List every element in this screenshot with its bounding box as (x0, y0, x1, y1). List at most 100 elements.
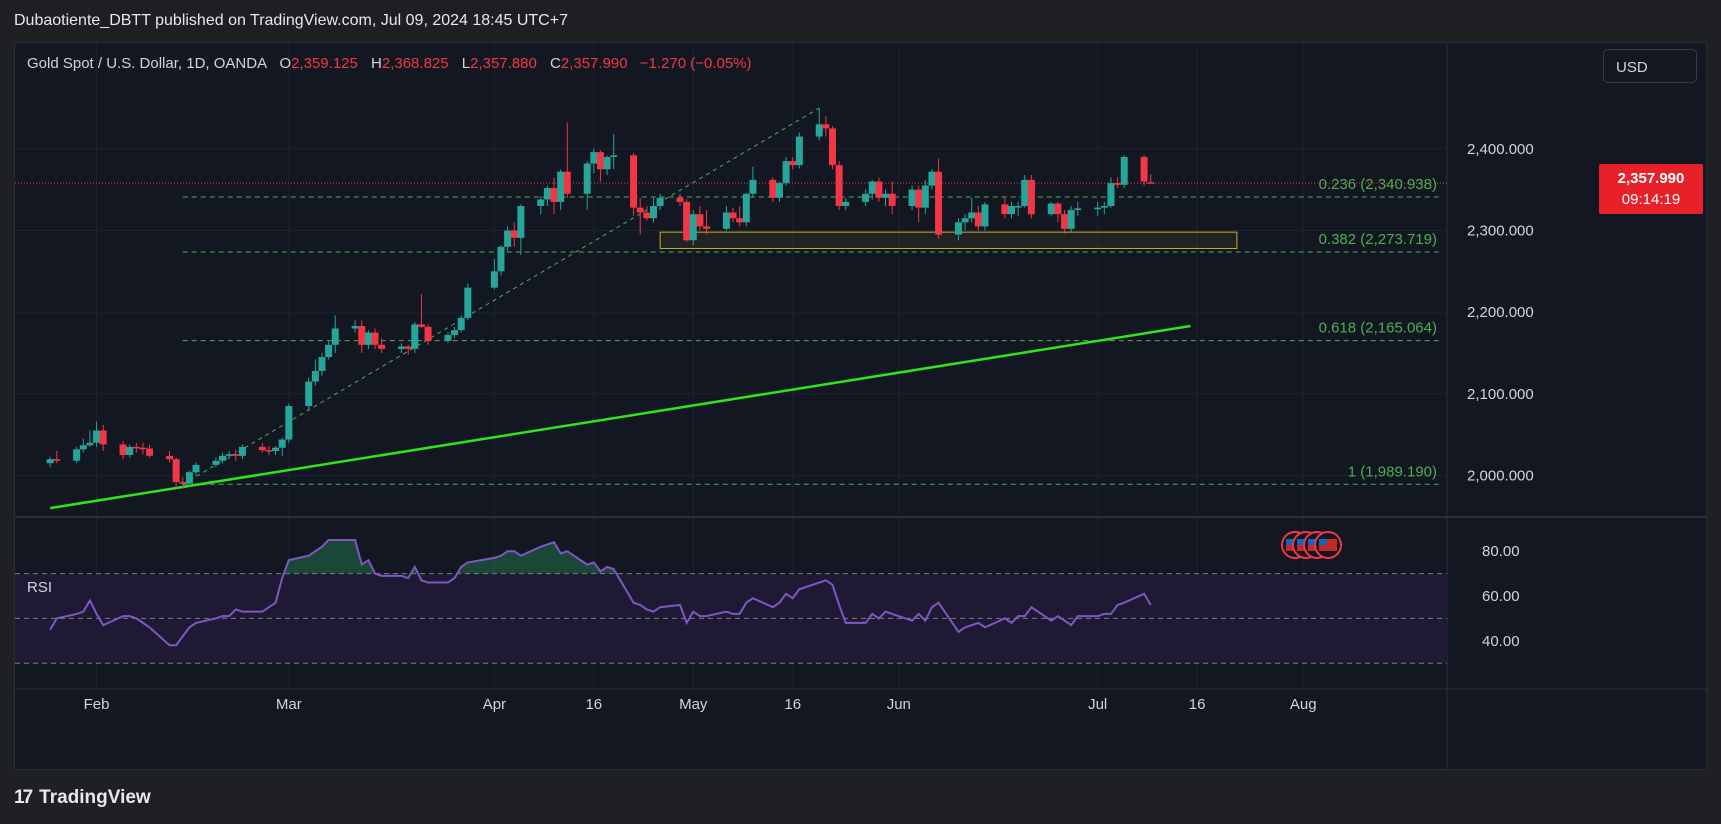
rsi-tick-label: 60.00 (1482, 588, 1520, 605)
price-tick-label: 2,300.000 (1467, 222, 1534, 239)
candle-body (921, 185, 929, 208)
tradingview-logo[interactable]: 17 TradingView (14, 787, 151, 809)
candle-body (815, 124, 823, 137)
candle-body (689, 214, 697, 241)
candle-body (696, 214, 704, 227)
candle-body (1094, 207, 1102, 210)
candle-body (596, 152, 604, 170)
candle-body (676, 197, 684, 202)
last-price-value: 2,357.990 (1617, 170, 1685, 187)
candle-body (842, 201, 850, 206)
candle-body (219, 455, 227, 461)
time-tick-label: Feb (84, 696, 110, 713)
candle-body (146, 448, 154, 456)
candle-body (305, 381, 313, 407)
candle-body (557, 171, 565, 202)
candle-body (490, 271, 498, 288)
candle-body (179, 482, 187, 484)
tradingview-brand: TradingView (39, 787, 151, 808)
candle-body (908, 189, 916, 206)
high-value: 2,368.825 (381, 55, 449, 72)
candle-body (550, 188, 558, 202)
support-zone (659, 231, 1238, 249)
rsi-overbought-fill (283, 540, 617, 574)
candle-body (789, 161, 797, 166)
candle-body (610, 155, 618, 157)
candle-body (1008, 205, 1015, 215)
us-flag-icon (1297, 539, 1305, 545)
candle-body (225, 454, 233, 456)
candle-body (1114, 183, 1122, 185)
candle-body (1067, 210, 1075, 229)
candle-body (630, 155, 638, 208)
candle-body (165, 455, 173, 460)
candle-body (53, 459, 61, 461)
candle-body (729, 212, 737, 219)
candle-body (795, 136, 803, 166)
time-tick-label: Mar (276, 696, 302, 713)
candle-countdown: 09:14:19 (1621, 191, 1681, 208)
candle-body (504, 230, 512, 247)
time-tick-label: Jul (1088, 696, 1107, 713)
candle-body (371, 332, 379, 345)
candle-body (457, 317, 465, 331)
currency-button[interactable]: USD (1603, 49, 1697, 83)
candle-body (868, 181, 876, 194)
candle-body (86, 442, 94, 446)
candle-body (451, 330, 459, 336)
candle-body (265, 450, 273, 452)
candle-body (272, 447, 280, 451)
candle-body (736, 218, 744, 223)
publisher-info: Dubaotiente_DBTT published on TradingVie… (14, 12, 568, 29)
candle-body (563, 171, 571, 194)
change-value: −1.270 (−0.05%) (639, 55, 752, 72)
candle-body (510, 230, 518, 238)
last-price-tag: 2,357.990 09:14:19 (1599, 164, 1703, 214)
candle-body (73, 449, 81, 461)
candle-body (1054, 203, 1062, 215)
chart-canvas[interactable]: 0.236 (2,340.938) 0.382 (2,273.719) 0.618 … (15, 43, 1707, 770)
candle-body (537, 199, 545, 206)
time-tick-label: Jun (887, 696, 911, 713)
candle-body (862, 193, 870, 202)
time-tick-label: Aug (1290, 696, 1317, 713)
chart-frame[interactable]: 0.236 (2,340.938) 0.382 (2,273.719) 0.618 … (14, 42, 1707, 770)
candle-body (1047, 203, 1055, 215)
candle-body (192, 464, 200, 473)
candle-body (769, 179, 777, 198)
candle-body (126, 446, 134, 456)
open-label: O (279, 55, 292, 72)
candle-body (325, 344, 333, 358)
symbol-legend: Gold Spot / U.S. Dollar, 1D, OANDA O2,35… (27, 55, 752, 72)
candle-body (351, 326, 359, 329)
fib-level-label: 1 (1,989.190) (1348, 463, 1437, 480)
candle-body (636, 207, 644, 213)
fib-level-label: 0.618 (2,165.064) (1319, 320, 1437, 337)
candle-body (1140, 156, 1148, 182)
candle-body (1074, 208, 1082, 211)
candle-body (364, 332, 372, 345)
candle-body (583, 163, 591, 194)
time-tick-label: Apr (483, 696, 506, 713)
trendline (49, 324, 1191, 510)
candle-body (358, 326, 366, 345)
candle-body (404, 346, 412, 349)
price-tick-label: 2,400.000 (1467, 141, 1534, 158)
candle-body (974, 212, 982, 227)
candle-body (517, 205, 525, 238)
candle-body (424, 326, 432, 341)
candle-body (119, 444, 127, 456)
candle-body (1100, 205, 1108, 208)
candle-body (882, 193, 890, 198)
candle-body (683, 201, 691, 241)
price-tick-label: 2,000.000 (1467, 467, 1534, 484)
candle-body (742, 193, 750, 223)
candle-body (749, 179, 757, 194)
candle-body (961, 218, 969, 223)
open-value: 2,359.125 (291, 55, 358, 72)
candle-body (875, 181, 883, 198)
candle-body (1001, 204, 1009, 215)
price-tick-label: 2,100.000 (1467, 386, 1534, 403)
time-tick-label: 16 (784, 696, 801, 713)
candle-body (1027, 179, 1035, 215)
